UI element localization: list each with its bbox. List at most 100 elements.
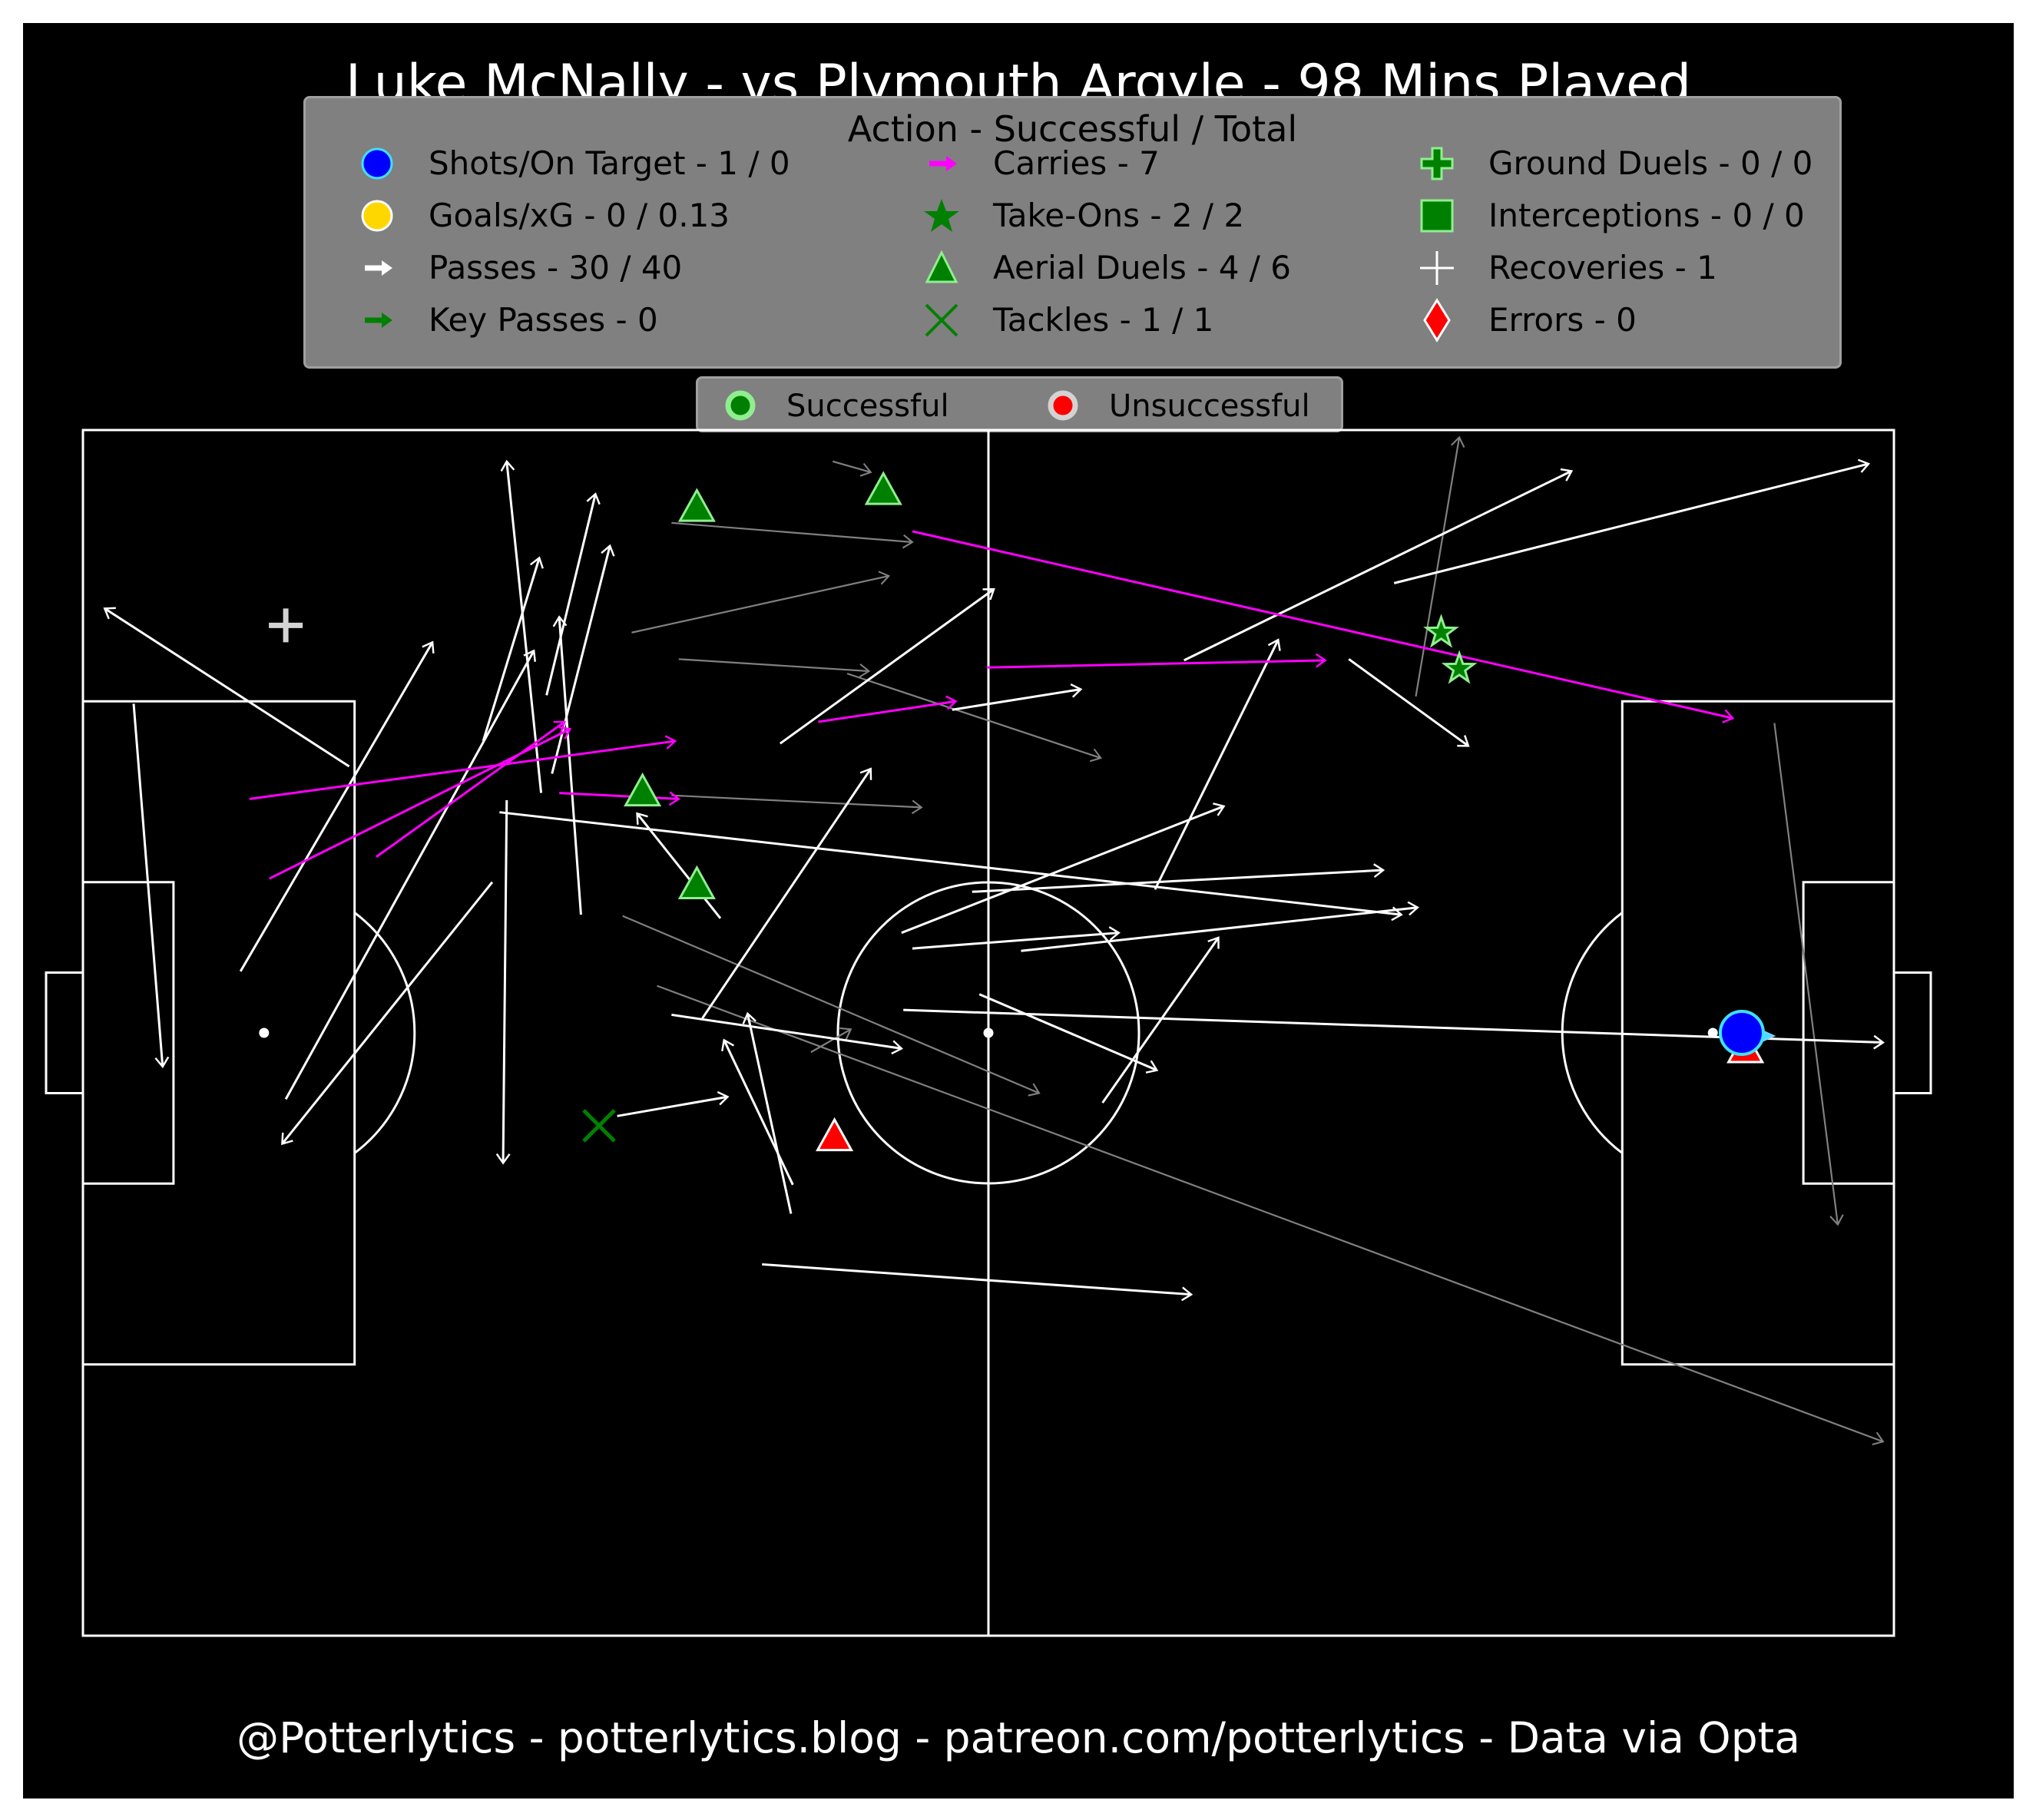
- pass-successful-arrow: [779, 587, 995, 745]
- pass-successful-arrow: [742, 1011, 793, 1214]
- carry-arrow: [559, 791, 680, 806]
- pass-successful-arrow: [1021, 901, 1419, 952]
- shot-circle-marker: [1718, 1010, 1765, 1056]
- pass-successful-arrow: [545, 492, 601, 696]
- diamond-icon: [1423, 298, 1451, 342]
- legend-label-passes: Passes - 30 / 40: [429, 249, 683, 286]
- pass-successful-arrow: [901, 802, 1226, 935]
- pass-unsuccessful-arrow: [671, 521, 914, 549]
- pass-unsuccessful-arrow: [1415, 435, 1465, 697]
- pass-unsuccessful-arrow: [657, 984, 1885, 1445]
- legend-label-carries: Carries - 7: [993, 144, 1160, 182]
- carry-arrow: [986, 653, 1327, 669]
- thick-plus-icon: [1420, 147, 1454, 180]
- action-legend: Action - Successful / Total Shots/On Tar…: [303, 96, 1842, 369]
- aerial-duel-won-marker: [624, 772, 662, 807]
- pass-successful-arrow: [103, 607, 350, 768]
- pass-successful-arrow: [495, 799, 511, 1165]
- pass-successful-arrow: [281, 881, 494, 1146]
- right-penalty-spot: [1707, 1027, 1718, 1038]
- event-markers: [269, 471, 1776, 1152]
- successful-passes: [103, 458, 1885, 1302]
- pass-successful-arrow: [1393, 458, 1871, 584]
- shot-circle-icon: [361, 147, 393, 180]
- carry-arrow: [912, 530, 1735, 723]
- pass-unsuccessful-arrow: [846, 673, 1102, 763]
- legend-label-recoveries: Recoveries - 1: [1488, 249, 1717, 286]
- pass-unsuccessful-arrow: [631, 571, 891, 634]
- legend-label-goals: Goals/xG - 0 / 0.13: [429, 197, 730, 234]
- left-penalty-spot: [259, 1027, 270, 1038]
- x-icon: [925, 303, 958, 337]
- pass-arrow-icon: [365, 260, 392, 276]
- pass-successful-arrow: [978, 993, 1159, 1074]
- legend-label-take-ons: Take-Ons - 2 / 2: [993, 197, 1245, 234]
- star-icon: [924, 199, 959, 232]
- carry-arrow: [376, 720, 566, 858]
- carries: [249, 530, 1735, 880]
- tackle-x-marker: [582, 1109, 616, 1143]
- left-penalty-arc: [353, 912, 416, 1154]
- outcome-label-successful: Successful: [786, 389, 949, 424]
- pass-unsuccessful-arrow: [832, 460, 872, 477]
- pass-unsuccessful-arrow: [1773, 723, 1844, 1226]
- legend-label-aerial-duels: Aerial Duels - 4 / 6: [993, 249, 1292, 286]
- goal-circle-icon: [361, 200, 393, 232]
- thin-plus-icon: [1420, 251, 1454, 285]
- pass-successful-arrow: [701, 767, 872, 1019]
- legend-title: Action - Successful / Total: [847, 108, 1298, 150]
- legend-label-key-passes: Key Passes - 0: [429, 301, 658, 339]
- pass-successful-arrow: [499, 811, 1403, 922]
- pass-successful-arrow: [1348, 658, 1470, 747]
- pass-unsuccessful-arrow: [810, 1027, 852, 1054]
- left-penalty-box: [81, 700, 356, 1366]
- pass-successful-arrow: [636, 812, 722, 919]
- fail-dot-icon: [1048, 390, 1078, 421]
- pass-successful-arrow: [972, 863, 1385, 893]
- pass-unsuccessful-arrow: [678, 658, 871, 678]
- legend-label-errors: Errors - 0: [1488, 301, 1637, 339]
- pass-unsuccessful-arrow: [622, 915, 1041, 1097]
- take-on-star-marker: [1441, 650, 1478, 684]
- pitch-plot: [45, 429, 1932, 1637]
- centre-circle: [836, 881, 1140, 1185]
- pass-successful-arrow: [952, 683, 1083, 711]
- square-icon: [1420, 199, 1454, 233]
- pitch-markings: [45, 429, 1932, 1637]
- success-dot-icon: [725, 390, 756, 421]
- centre-spot: [983, 1027, 994, 1038]
- right-goal: [1892, 971, 1932, 1094]
- legend-label-shots: Shots/On Target - 1 / 0: [429, 144, 790, 182]
- pass-successful-arrow: [552, 615, 582, 915]
- pass-successful-arrow: [912, 926, 1121, 950]
- pass-successful-arrow: [762, 1262, 1193, 1302]
- pass-successful-arrow: [617, 1090, 730, 1117]
- pass-successful-arrow: [671, 1013, 903, 1055]
- pass-successful-arrow: [239, 640, 435, 972]
- legend-label-ground-duels: Ground Duels - 0 / 0: [1488, 144, 1813, 182]
- aerial-duel-lost-marker: [816, 1117, 854, 1152]
- left-goal: [45, 971, 84, 1094]
- unsuccessful-passes: [622, 435, 1885, 1445]
- pass-successful-arrow: [1154, 638, 1281, 890]
- pass-unsuccessful-arrow: [671, 794, 923, 815]
- pass-successful-arrow: [1184, 468, 1574, 662]
- carry-arrow: [249, 735, 677, 800]
- pass-successful-arrow: [1101, 936, 1220, 1104]
- key-pass-arrow-icon: [365, 313, 392, 328]
- pass-successful-arrow: [132, 703, 170, 1069]
- figure-background: Luke McNally - vs Plymouth Argyle - 98 M…: [23, 23, 2014, 1798]
- legend-label-tackles: Tackles - 1 / 1: [993, 301, 1214, 339]
- pass-successful-arrow: [284, 649, 536, 1100]
- triangle-icon: [925, 250, 958, 283]
- carry-arrow-icon: [929, 156, 957, 171]
- footer-credit: @Potterlytics - potterlytics.blog - patr…: [237, 1713, 1800, 1762]
- aerial-duel-won-marker: [677, 488, 716, 522]
- pass-successful-arrow: [500, 459, 543, 793]
- pass-successful-arrow: [551, 544, 615, 774]
- carry-arrow: [818, 695, 958, 723]
- outcome-label-unsuccessful: Unsuccessful: [1109, 389, 1310, 424]
- pass-successful-arrow: [721, 1038, 794, 1186]
- aerial-duel-won-marker: [677, 865, 716, 899]
- aerial-duel-won-marker: [864, 471, 902, 505]
